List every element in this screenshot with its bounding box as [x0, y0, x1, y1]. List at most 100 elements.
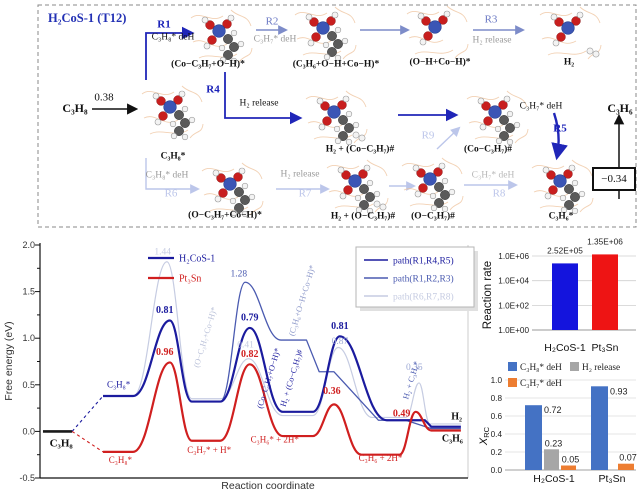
step-label-r9: R9 — [421, 129, 435, 142]
molecule-c3h6-ads — [530, 154, 594, 218]
state-label: C₃H₇* + H* — [187, 445, 231, 455]
y-tick-label: 1.0E+02 — [498, 301, 529, 310]
legend-swatch — [508, 378, 517, 387]
state-label: (C₃H₆+O−H+Co−H)* — [287, 264, 317, 337]
molecule-render — [531, 159, 594, 215]
barrier-value: 1.28 — [230, 270, 247, 280]
y-tick-label: 1.0 — [491, 376, 503, 385]
species-label: (O−H+Co−H)* — [409, 57, 471, 68]
barrier-value: 0.79 — [241, 312, 259, 323]
activation-energy: 0.38 — [94, 91, 114, 104]
molecule-render — [201, 162, 264, 218]
panel-border — [37, 4, 637, 228]
species-label: H₂ + (O−C₃H₇)# — [330, 211, 396, 222]
state-label: C₃H₈* — [107, 380, 131, 390]
barrier-value: 0.81 — [331, 321, 349, 332]
molecule-render — [406, 5, 469, 59]
step-label-r3: R3 — [484, 13, 498, 26]
bar-C₃H₈* deH-H₂CoS-1 — [525, 405, 542, 470]
molecule-render — [294, 6, 357, 62]
barrier-value: 0.81 — [156, 305, 174, 316]
molecule-render — [190, 9, 253, 65]
step-note: C₃H₈* deH — [151, 32, 195, 43]
step-label-r8: R8 — [492, 187, 506, 200]
step-note: H₂ release — [239, 98, 279, 109]
state-label: H₂ + (Co−C₃H₇)# — [279, 349, 305, 408]
barrier-value: 0.41 — [237, 341, 254, 351]
bar-C₃H₇* deH-H₂CoS-1 — [561, 465, 576, 470]
panel-title: H₂CoS-1 (T12) — [48, 11, 127, 25]
y-tick-label: 1.0E+00 — [498, 326, 529, 335]
y-tick-label: 1.0E+04 — [498, 277, 529, 286]
species-label: C₃H₈* — [160, 151, 186, 162]
x-category-label: H₂CoS-1 — [533, 473, 575, 485]
molecule-render — [141, 85, 204, 141]
state-label: C₃H₆ + 2H* — [359, 453, 403, 463]
arrow-r6 — [145, 158, 200, 194]
step-note: C₃H₇* deH — [519, 101, 563, 112]
arrow-r9 — [436, 126, 461, 150]
state-label: C₃H₈ — [50, 437, 74, 449]
molecule-render — [401, 157, 464, 213]
molecule-o-c3h7 — [400, 152, 464, 216]
legend-label: path(R1,R4,R5) — [393, 256, 454, 267]
y-tick-label: 0.8 — [491, 394, 503, 403]
legend-swatch — [508, 362, 517, 371]
desorption-energy: −0.34 — [601, 173, 627, 185]
x-category-label: Pt₃Sn — [591, 342, 618, 354]
barrier-value: 0.36 — [323, 386, 341, 397]
state-label: C₃H₈* — [109, 455, 133, 465]
molecule-co-c3h7-oh — [189, 4, 253, 68]
barrier-value: 0.82 — [241, 349, 259, 360]
legend-label: path(R6,R7,R8) — [393, 292, 454, 303]
y-tick-label: 2.0 — [22, 240, 35, 250]
molecule-render — [305, 90, 368, 146]
step-note: C₃H₇* deH — [253, 34, 297, 45]
y-tick-label: 0.2 — [491, 448, 503, 457]
desorption-energy-box: −0.34 — [592, 167, 636, 191]
step-label-r5: R5 — [553, 122, 567, 135]
molecule-c3h8-ads — [140, 80, 204, 144]
legend-box — [355, 246, 475, 308]
step-note: C₃H₇* deH — [471, 170, 515, 181]
bar-value: 1.35E+06 — [587, 236, 623, 246]
step-label-r7: R7 — [298, 187, 312, 200]
legend-swatch — [570, 362, 579, 371]
bar-value: 0.93 — [610, 386, 628, 396]
xrc-selectivity-chart: 1.0 0.8 0.6 0.4 0.2 0.0 C₃H₈* deH H₂ release C₃H… — [478, 362, 637, 485]
product-label: C₃H₆ — [607, 101, 633, 115]
molecule-co-c3h7 — [465, 85, 529, 149]
step-label-r2: R2 — [265, 15, 279, 28]
species-label: C₃H₆* — [548, 211, 574, 222]
series-path(R6,R7,R8) — [103, 261, 461, 425]
state-label: H₂ — [451, 411, 462, 422]
step-label-r4: R4 — [206, 83, 220, 96]
arrow-r1 — [145, 26, 195, 80]
state-label: C₃H₆ — [442, 434, 463, 445]
y-axis-title: Reaction rate — [482, 261, 494, 329]
y-tick-label: 1.0E+06 — [498, 252, 529, 261]
bar-value: 0.07 — [619, 453, 637, 463]
step-note: H₂ release — [280, 169, 320, 180]
x-axis-title: Reaction coordinate — [221, 480, 315, 492]
y-tick-label: 0.4 — [491, 430, 503, 439]
y-tick-label: 0.0 — [22, 426, 35, 436]
connector — [71, 395, 104, 432]
bar-value: 0.05 — [562, 455, 580, 465]
x-category-label: Pt₃Sn — [598, 473, 625, 485]
species-label: (Co−C₃H₇)# — [463, 144, 513, 155]
molecule-render — [466, 90, 529, 146]
connector — [71, 430, 104, 453]
species-label: (C₃H₆+O−H+Co−H)* — [292, 59, 380, 70]
bar-value: 0.23 — [545, 438, 563, 448]
series-Pt₃Sn — [103, 361, 461, 456]
series-path(R1,R4,R5) — [103, 319, 461, 428]
molecule-o-c3h7-coh — [200, 157, 264, 221]
barrier-value: 0.35 — [406, 363, 423, 373]
species-label: H₂ — [563, 57, 575, 68]
step-label-r1: R1 — [157, 18, 171, 31]
bar-C₃H₇* deH-Pt₃Sn — [618, 463, 634, 470]
y-tick-label: 0.0 — [491, 466, 503, 475]
free-energy-diagram: 2.0 1.5 1.0 0.5 0.0 -0.5 Free energy (eV) React… — [3, 240, 478, 492]
